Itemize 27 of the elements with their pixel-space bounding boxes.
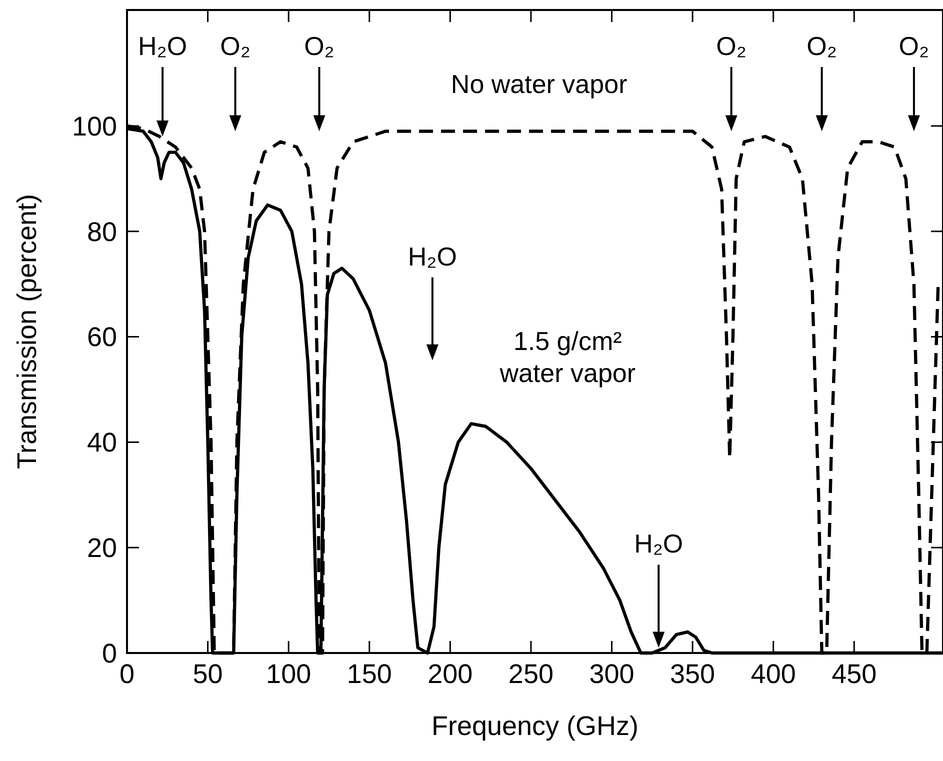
- y-tick-label: 0: [102, 638, 117, 668]
- y-tick-label: 80: [86, 216, 117, 247]
- x-tick-label: 300: [589, 659, 634, 689]
- annotation: H₂O: [634, 528, 684, 559]
- y-tick-label: 40: [86, 428, 117, 458]
- x-axis-title: Frequency (GHz): [431, 711, 639, 741]
- annotation: O₂: [898, 31, 930, 61]
- x-tick-label: 50: [192, 659, 223, 689]
- annotation: No water vapor: [450, 69, 628, 99]
- annotation: H₂O: [138, 31, 188, 61]
- x-tick-label: 250: [508, 659, 554, 689]
- annotation: 1.5 g/cm² water vapor: [498, 326, 636, 388]
- y-tick-label: 60: [86, 322, 117, 352]
- y-axis-title: Transmission (percent): [12, 194, 42, 470]
- annotation: O₂: [716, 31, 746, 61]
- x-tick-label: 100: [266, 659, 312, 689]
- y-tick-label: 100: [72, 111, 117, 142]
- annotation: O₂: [220, 31, 250, 61]
- x-tick-label: 150: [346, 659, 392, 689]
- annotation: O₂: [304, 31, 334, 61]
- x-tick-label: 400: [750, 659, 796, 689]
- annotation: O₂: [806, 31, 837, 61]
- x-tick-label: 200: [428, 659, 473, 689]
- x-tick-label: 350: [670, 659, 716, 689]
- annotation: H₂O: [408, 241, 457, 272]
- x-tick-label: 450: [832, 659, 877, 689]
- y-tick-label: 20: [86, 533, 117, 564]
